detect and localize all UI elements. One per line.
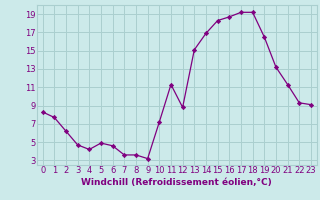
X-axis label: Windchill (Refroidissement éolien,°C): Windchill (Refroidissement éolien,°C): [81, 178, 272, 187]
